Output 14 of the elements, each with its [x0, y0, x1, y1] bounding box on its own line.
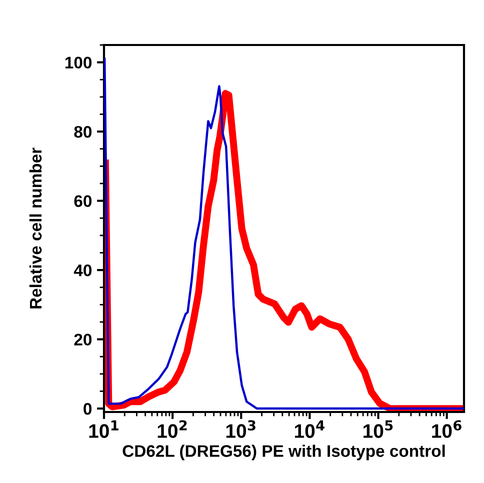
x-tick-label: 10$^{3}$: [226, 420, 256, 438]
x-tick-label: 10$^{5}$: [364, 420, 393, 438]
x-tick-label: 10$^{2}$: [158, 420, 187, 438]
x-tick-label: 10$^{1}$: [89, 420, 118, 438]
x-axis-title: CD62L (DREG56) PE with Isotype control: [122, 444, 445, 460]
y-tick-label: 20: [74, 334, 92, 346]
y-tick-label: 60: [74, 195, 92, 208]
y-axis-title: Relative cell number: [29, 148, 42, 308]
y-tick-label: 80: [74, 126, 92, 138]
x-tick-label: 10$^{6}$: [432, 420, 462, 438]
y-tick-label: 100: [65, 56, 92, 69]
y-tick-label: 40: [74, 264, 92, 276]
x-tick-label: 10$^{4}$: [294, 420, 324, 438]
y-tick-label: 0: [84, 402, 92, 415]
